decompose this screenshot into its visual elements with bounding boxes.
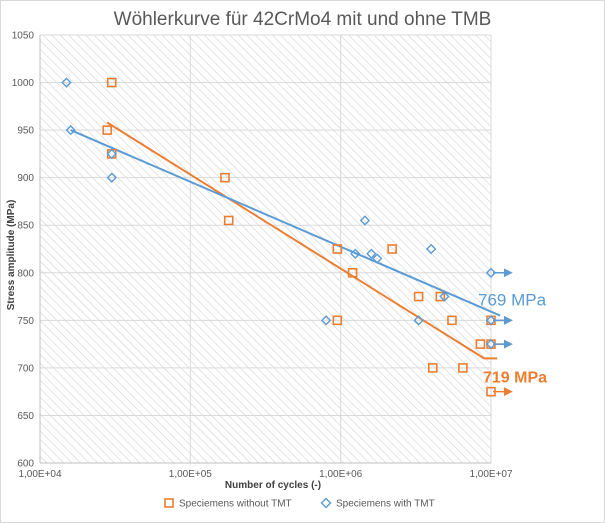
data-point-square xyxy=(413,291,424,302)
legend-label: Speciemens without TMT xyxy=(179,499,292,510)
data-point-square xyxy=(220,172,230,183)
y-tick-label: 950 xyxy=(17,126,34,137)
data-point-diamond xyxy=(439,291,450,302)
plot-area xyxy=(40,35,491,463)
data-point-square xyxy=(475,339,486,349)
y-tick-label: 800 xyxy=(17,268,34,279)
data-point-diamond xyxy=(485,338,497,350)
runout-limit-without-tmt: 719 MPa xyxy=(483,369,547,386)
y-tick-label: 850 xyxy=(17,221,34,232)
data-point-square xyxy=(347,267,358,278)
data-point-square xyxy=(458,363,468,373)
data-point-diamond xyxy=(413,315,424,326)
y-tick-label: 600 xyxy=(17,459,34,470)
data-point-square xyxy=(447,315,457,326)
axes: 600 650 700 750 800 850 900 950 1000 1050 1,00E+04… xyxy=(6,31,513,492)
data-point-diamond xyxy=(106,172,117,183)
y-tick-label: 1000 xyxy=(12,78,35,89)
y-tick-label: 1050 xyxy=(12,31,35,42)
data-point-diamond xyxy=(61,77,72,88)
data-point-square xyxy=(435,291,446,302)
y-tick-label: 650 xyxy=(17,411,34,422)
data-point-diamond xyxy=(350,248,361,259)
data-point-diamond xyxy=(320,315,332,326)
chart-title: Wöhlerkurve für 42CrMo4 mit und ohne TMB xyxy=(113,9,492,30)
data-point-square xyxy=(102,125,113,135)
annotations: 719 MPa 769 MPa xyxy=(478,291,547,387)
data-point-square xyxy=(387,244,397,254)
data-point-diamond xyxy=(65,124,76,136)
y-axis-title: Stress amplitude (MPa) xyxy=(6,200,17,311)
data-point-square xyxy=(223,215,234,226)
x-tick-label: 1,00E+05 xyxy=(169,469,213,480)
data-point-diamond xyxy=(359,215,371,226)
y-tick-label: 700 xyxy=(17,363,34,374)
data-point-diamond xyxy=(106,148,117,160)
data-point-square xyxy=(486,386,496,397)
data-point-square xyxy=(427,363,438,373)
x-tick-label: 1,00E+06 xyxy=(319,469,363,480)
data-point-diamond xyxy=(485,315,497,326)
data-point-diamond xyxy=(366,248,377,259)
data-point-diamond xyxy=(485,267,497,278)
y-tick-label: 750 xyxy=(17,316,34,327)
data-point-diamond xyxy=(425,243,437,255)
data-point-square xyxy=(332,244,343,254)
legend-marker-diamond xyxy=(320,497,332,509)
runout-limit-with-tmt: 769 MPa xyxy=(478,291,547,310)
x-tick-label: 1,00E+07 xyxy=(469,469,513,480)
trendline-with-tmt xyxy=(70,129,501,317)
legend: Speciemens without TMT Speciemens with TM… xyxy=(164,497,435,510)
legend-marker-square xyxy=(164,498,174,508)
x-axis-title: Number of cycles (-) xyxy=(225,480,321,491)
x-tick-label: 1,00E+04 xyxy=(18,469,62,480)
data-point-square xyxy=(106,77,117,88)
data-point-square xyxy=(332,315,343,326)
y-tick-label: 900 xyxy=(17,173,34,184)
legend-label: Speciemens with TMT xyxy=(336,499,435,510)
data-points xyxy=(61,77,497,397)
data-point-diamond xyxy=(372,253,383,264)
trendlines xyxy=(70,121,501,360)
